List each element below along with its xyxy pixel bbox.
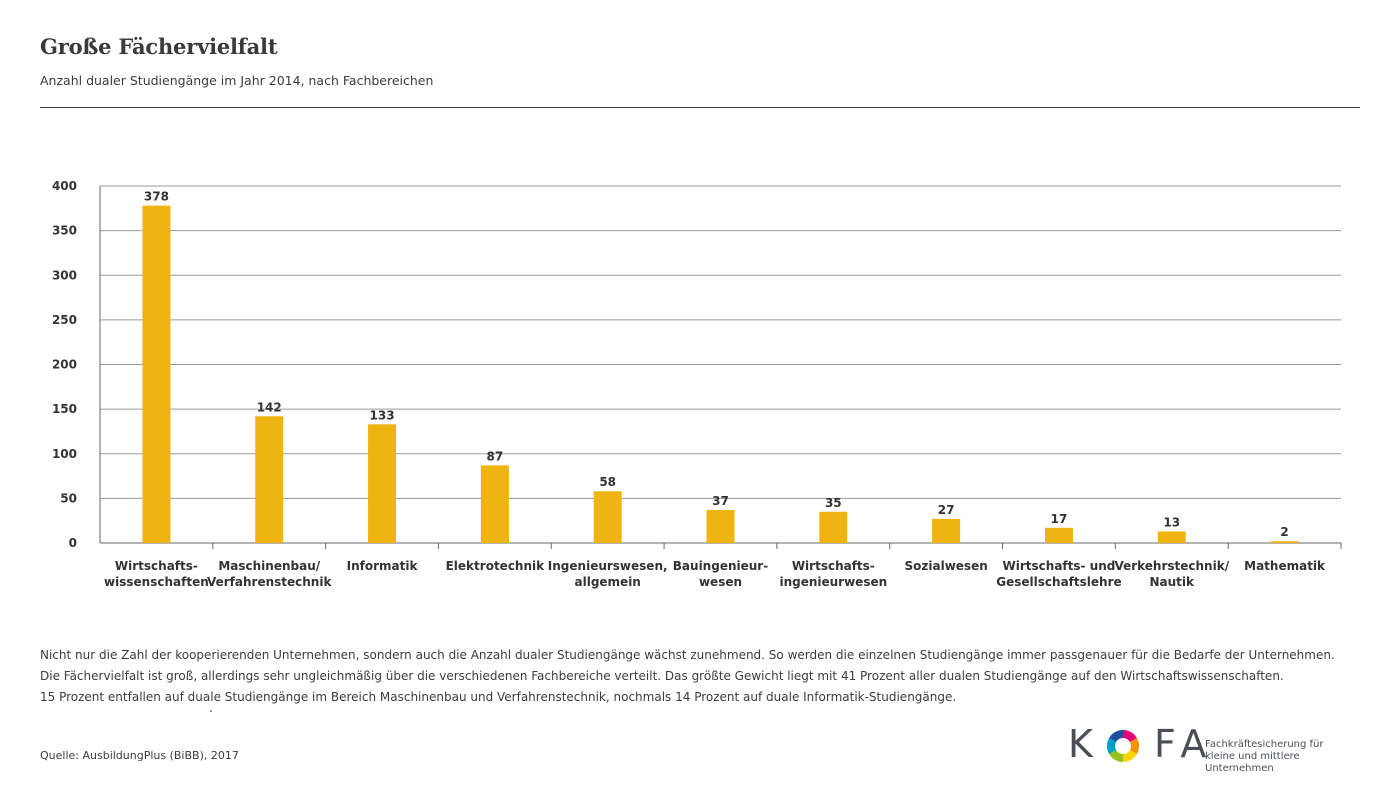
x-category-label: Ingenieurswesen, <box>548 559 668 573</box>
description-line: 15 Prozent entfallen auf duale Studiengä… <box>40 690 957 704</box>
bar-chart: 0 50 100 150 200 250 300 350 400 378 Wirtschafts-w… <box>52 179 1342 589</box>
logo-letter-k: K <box>1068 722 1101 766</box>
y-tick-label: 250 <box>52 313 77 327</box>
data-label: 87 <box>487 449 504 463</box>
logo-letters-fa: FA <box>1154 722 1215 766</box>
x-category-label: Wirtschafts- und <box>1003 559 1116 573</box>
description-line: Die Fächervielfalt ist groß, allerdings … <box>40 669 1284 683</box>
y-tick-label: 200 <box>52 358 77 372</box>
description-line: Nicht nur die Zahl der kooperierenden Un… <box>40 648 1335 662</box>
x-category-label: wesen <box>699 575 742 589</box>
data-label: 378 <box>144 190 169 204</box>
data-label: 142 <box>257 400 282 414</box>
data-label: 2 <box>1280 525 1288 539</box>
y-tick-label: 0 <box>69 536 77 550</box>
y-tick-label: 350 <box>52 224 77 238</box>
header-divider <box>40 107 1360 108</box>
x-category-label: Bauingenieur- <box>673 559 768 573</box>
x-category-label: Wirtschafts- <box>115 559 198 573</box>
bar <box>1157 531 1186 543</box>
y-tick-label: 100 <box>52 447 77 461</box>
logo-tagline-line: kleine und mittlere Unternehmen <box>1205 751 1300 774</box>
stray-dot: . <box>209 701 213 715</box>
chart-subtitle: Anzahl dualer Studiengänge im Jahr 2014,… <box>40 73 434 88</box>
source-note: Quelle: AusbildungPlus (BiBB), 2017 <box>40 749 239 762</box>
kofa-logo: K FA Fachkräftesicherung für kleine und … <box>1068 722 1368 774</box>
x-category-label: Verfahrenstechnik <box>207 575 332 589</box>
chart-title: Große Fächervielfalt <box>40 34 278 59</box>
bar <box>593 491 622 543</box>
bar <box>932 518 961 543</box>
x-category-label: Wirtschafts- <box>792 559 875 573</box>
y-tick-label: 50 <box>60 491 77 505</box>
kofa-color-ring-icon <box>1106 729 1140 763</box>
logo-tagline-line: Fachkräftesicherung für <box>1205 739 1324 750</box>
data-label: 35 <box>825 496 842 510</box>
logo-tagline: Fachkräftesicherung für kleine und mittl… <box>1205 739 1368 775</box>
x-category-label: Mathematik <box>1244 559 1326 573</box>
data-label: 37 <box>712 494 729 508</box>
x-category-label: Gesellschaftslehre <box>996 575 1121 589</box>
bar <box>1270 541 1299 543</box>
x-category-label: allgemein <box>575 575 641 589</box>
bar <box>142 205 171 543</box>
bar <box>706 509 735 543</box>
y-tick-label: 300 <box>52 268 77 282</box>
y-tick-label: 150 <box>52 402 77 416</box>
bar <box>819 511 848 543</box>
description-text: Nicht nur die Zahl der kooperierenden Un… <box>40 645 1370 708</box>
data-label: 133 <box>370 408 395 422</box>
bar <box>368 424 397 543</box>
bar <box>480 465 509 543</box>
x-category-label: Sozialwesen <box>905 559 988 573</box>
data-label: 17 <box>1051 512 1068 526</box>
y-tick-label: 400 <box>52 179 77 193</box>
bar <box>255 416 284 543</box>
data-label: 58 <box>599 475 616 489</box>
x-category-label: Informatik <box>347 559 419 573</box>
x-category-label: wissenschaften <box>104 575 209 589</box>
x-category-label: Elektrotechnik <box>446 559 546 573</box>
x-category-label: Nautik <box>1150 575 1196 589</box>
data-label: 27 <box>938 503 955 517</box>
bar <box>1044 527 1073 543</box>
x-category-label: Verkehrstechnik/ <box>1114 559 1229 573</box>
x-category-label: ingenieurwesen <box>779 575 887 589</box>
x-category-label: Maschinenbau/ <box>218 559 320 573</box>
data-label: 13 <box>1163 515 1180 529</box>
